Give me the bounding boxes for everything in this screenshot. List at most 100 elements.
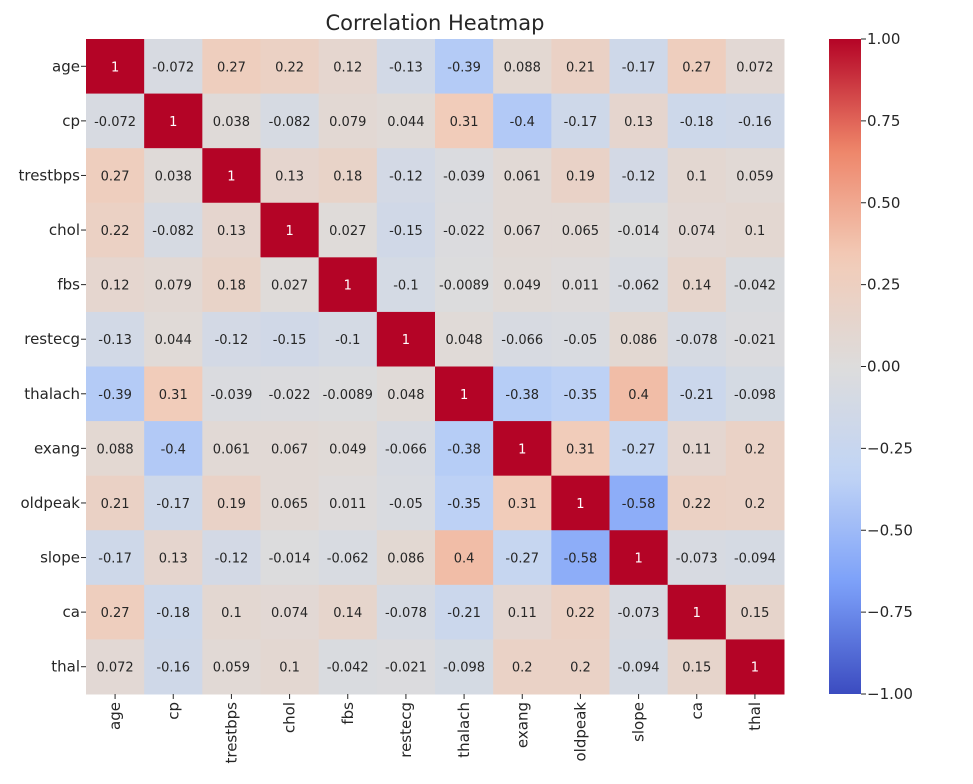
cell-value-label: 0.038	[155, 169, 192, 184]
heatmap-cell	[667, 93, 727, 149]
heatmap-cell	[318, 475, 378, 531]
heatmap-cell	[86, 202, 145, 258]
heatmap-cell	[667, 530, 727, 586]
colorbar: 1.00 0.75 0.50 0.25 0.00 −0.25 −0.50 −0.75 −1.00	[829, 30, 913, 703]
heatmap-cell	[435, 584, 494, 640]
cell-value-label: 1	[169, 115, 177, 130]
heatmap-cell	[551, 257, 610, 313]
cell-value-label: 0.011	[329, 497, 366, 512]
cell-value-label: 0.048	[445, 333, 482, 348]
heatmap-cell	[551, 639, 610, 695]
heatmap-cell	[493, 530, 552, 586]
heatmap-cell	[493, 39, 552, 95]
heatmap-cell	[725, 530, 785, 586]
cell-value-label: -0.078	[676, 333, 718, 348]
heatmap-cell	[260, 257, 320, 313]
heatmap-cell	[144, 584, 203, 640]
heatmap-cell	[493, 584, 552, 640]
heatmap-cell	[318, 39, 378, 95]
cell-value-label: 0.027	[329, 224, 366, 239]
heatmap-cell	[493, 93, 552, 149]
cell-value-label: 0.18	[217, 279, 246, 294]
cell-value-label: 0.27	[101, 606, 130, 621]
heatmap-cell	[202, 475, 261, 531]
cell-value-label: -0.021	[734, 333, 776, 348]
cell-value-label: -0.1	[393, 279, 418, 294]
x-tick-label: cp	[164, 702, 182, 720]
cell-value-label: -0.098	[734, 388, 776, 403]
heatmap-cell	[86, 257, 145, 313]
heatmap-cell	[144, 148, 203, 204]
cell-value-label: 0.13	[624, 115, 653, 130]
cell-value-label: -0.039	[210, 388, 252, 403]
heatmap-cell	[667, 366, 727, 422]
heatmap-cell	[667, 39, 727, 95]
cell-value-label: 0.22	[566, 606, 595, 621]
heatmap-cell	[609, 530, 669, 586]
heatmap-cells	[86, 39, 785, 695]
heatmap-cell	[609, 39, 669, 95]
cell-value-label: -0.16	[156, 661, 190, 676]
cell-value-label: 1	[634, 552, 642, 567]
cell-value-label: -0.066	[385, 442, 427, 457]
colorbar-tick-label: 0.00	[867, 358, 900, 376]
heatmap-cell	[551, 421, 610, 477]
cell-value-label: 1	[285, 224, 293, 239]
heatmap-cell	[144, 530, 203, 586]
cell-value-label: -0.082	[152, 224, 194, 239]
cell-value-label: 0.061	[213, 442, 250, 457]
heatmap-cell	[318, 257, 378, 313]
cell-value-label: 0.1	[221, 606, 242, 621]
heatmap-cell	[551, 584, 610, 640]
heatmap-cell	[725, 202, 785, 258]
heatmap-cell	[551, 202, 610, 258]
cell-value-label: 0.31	[159, 388, 188, 403]
cell-value-label: -0.022	[269, 388, 311, 403]
heatmap-cell	[435, 366, 494, 422]
cell-value-label: -0.17	[156, 497, 190, 512]
cell-value-label: 0.11	[682, 442, 711, 457]
heatmap-cell	[260, 202, 320, 258]
heatmap-cell	[609, 366, 669, 422]
cell-value-label: 0.31	[566, 442, 595, 457]
heatmap-cell	[725, 584, 785, 640]
cell-value-label: 0.065	[271, 497, 308, 512]
cell-value-label: 0.044	[155, 333, 192, 348]
cell-value-label: -0.13	[389, 60, 423, 75]
heatmap-cell	[376, 311, 436, 367]
y-tick-label: restecg	[24, 330, 80, 348]
cell-value-label: 1	[518, 442, 526, 457]
y-tick-label: slope	[40, 549, 80, 567]
heatmap-cell	[551, 39, 610, 95]
heatmap-cell	[318, 530, 378, 586]
heatmap-cell	[725, 421, 785, 477]
cell-value-label: -0.014	[269, 552, 311, 567]
cell-value-label: -0.35	[447, 497, 481, 512]
colorbar-gradient	[829, 39, 861, 694]
cell-value-label: 0.059	[213, 661, 250, 676]
heatmap-cell	[376, 475, 436, 531]
heatmap-cell	[551, 366, 610, 422]
cell-value-label: 0.038	[213, 115, 250, 130]
heatmap-cell	[725, 148, 785, 204]
heatmap-cell	[318, 421, 378, 477]
cell-value-label: -0.4	[510, 115, 535, 130]
cell-value-label: -0.4	[161, 442, 186, 457]
cell-value-label: -0.062	[327, 552, 369, 567]
cell-value-label: 0.011	[562, 279, 599, 294]
cell-value-label: 0.27	[101, 169, 130, 184]
cell-value-label: -0.27	[622, 442, 656, 457]
x-tick-label: exang	[513, 702, 531, 748]
cell-value-label: 0.2	[570, 661, 591, 676]
cell-value-label: -0.58	[622, 497, 656, 512]
heatmap-cell	[435, 311, 494, 367]
cell-value-label: -0.39	[447, 60, 481, 75]
cell-value-label: -0.12	[389, 169, 423, 184]
cell-value-label: 0.18	[333, 169, 362, 184]
cell-value-label: 0.4	[454, 552, 475, 567]
heatmap-cell	[86, 475, 145, 531]
cell-value-label: 0.027	[271, 279, 308, 294]
heatmap-cell	[144, 202, 203, 258]
heatmap-cell	[86, 366, 145, 422]
x-tick-label: chol	[281, 702, 299, 733]
